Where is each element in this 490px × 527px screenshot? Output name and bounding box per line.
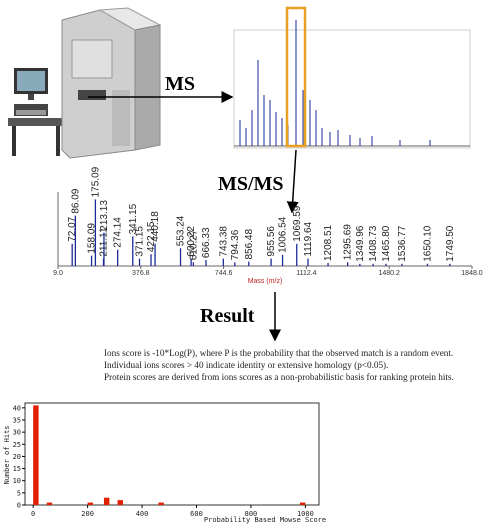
x-tick-label: 9.0 [53, 270, 63, 277]
decoration [285, 6, 307, 148]
peak-label: 1408.73 [368, 225, 379, 262]
decoration [28, 94, 34, 100]
peak-label: 1536.77 [397, 225, 408, 262]
peak-label: 1295.69 [343, 224, 354, 261]
x-tick-label: 0 [31, 510, 35, 518]
peak-label: 1069.59 [292, 205, 303, 242]
peak-label: 440.18 [150, 211, 161, 242]
msms-spectrum: Mass (m/z) 9.0 376.8 744.6 1112.4 1480.2 1848… [53, 166, 483, 285]
peak-label: 1006.54 [278, 216, 289, 253]
y-tick-label: 30 [13, 429, 21, 437]
peak-label: 856.48 [244, 229, 255, 260]
decoration [71, 39, 113, 79]
y-tick-label: 35 [13, 417, 21, 425]
x-axis-title: Mass (m/z) [248, 278, 283, 285]
bar [87, 502, 94, 505]
peak-label: 175.09 [90, 166, 101, 197]
bar [46, 502, 53, 505]
x-tick-label: 200 [81, 510, 94, 518]
decoration [134, 24, 161, 151]
decoration [17, 71, 45, 91]
x-axis-title: Probability Based Mowse Score [204, 516, 326, 524]
peak-label: 1465.80 [381, 225, 392, 262]
x-tick-label: 600 [190, 510, 203, 518]
peak-label: 610.27 [188, 229, 199, 260]
x-tick-label: 400 [136, 510, 149, 518]
x-tick-label: 376.8 [132, 270, 150, 277]
arrow [286, 149, 299, 214]
note-line: Protein scores are derived from ions sco… [104, 372, 454, 382]
bar [117, 500, 123, 505]
peak-label: 743.38 [218, 226, 229, 257]
y-tick-label: 25 [13, 441, 21, 449]
peak-label: 1349.96 [355, 225, 366, 262]
peak-label: 1119.64 [303, 221, 314, 256]
peak-label: 158.09 [87, 223, 98, 254]
peak-label: 274.14 [113, 217, 124, 248]
bar [103, 497, 110, 505]
plot-frame [24, 402, 320, 506]
peak-label: 1208.51 [323, 224, 334, 261]
y-tick-label: 40 [13, 404, 21, 412]
peak-label: 666.33 [201, 227, 212, 258]
result-label: Result [200, 305, 255, 327]
y-tick-label: 10 [13, 477, 21, 485]
x-tick-label: 1000 [297, 510, 314, 518]
peak-label: 1749.50 [445, 225, 456, 262]
x-tick-label: 1112.4 [296, 270, 316, 277]
y-tick-label: 20 [13, 453, 21, 461]
histogram: Probability Based Mowse Score Number of … [3, 402, 326, 524]
ms-label: MS [165, 73, 195, 95]
y-tick-label: 0 [17, 502, 21, 510]
peak-label: 1650.10 [422, 225, 433, 262]
x-tick-label: 1848.0 [461, 270, 483, 277]
decoration [78, 90, 106, 100]
peak-label: 213.13 [99, 200, 110, 231]
peak-label: 72.07 [67, 216, 78, 241]
peak-label: 955.56 [266, 226, 277, 257]
peak-label: 86.09 [70, 188, 81, 213]
decoration [239, 20, 431, 146]
decoration [16, 110, 46, 115]
x-tick-label: 800 [245, 510, 258, 518]
peak-label: 600.22 [186, 226, 197, 257]
decoration [112, 90, 130, 146]
instrument-illustration [8, 7, 162, 159]
bar [299, 502, 306, 505]
ms-spectrum [233, 6, 471, 149]
y-tick-label: 5 [17, 489, 21, 497]
x-tick-label: 744.6 [215, 270, 233, 277]
peak-label: 553.24 [176, 215, 187, 246]
peak-label: 794.36 [230, 229, 241, 260]
note-line: Ions score is -10*Log(P), where P is the… [104, 348, 453, 358]
bar [158, 502, 164, 505]
decoration [56, 126, 60, 156]
msms-label: MS/MS [218, 173, 284, 195]
decoration [12, 126, 16, 156]
x-tick-label: 1480.2 [378, 270, 400, 277]
decoration [8, 118, 66, 126]
y-tick-label: 15 [13, 465, 21, 473]
note-line: Individual ions scores > 40 indicate ide… [104, 360, 388, 370]
peak-label: 341.15 [128, 203, 139, 234]
bar [33, 405, 39, 505]
peak-label: 422.15 [146, 221, 157, 252]
y-axis-title: Number of Hits [3, 425, 11, 484]
peak-label: 371.15 [135, 226, 146, 257]
decoration [233, 29, 471, 149]
